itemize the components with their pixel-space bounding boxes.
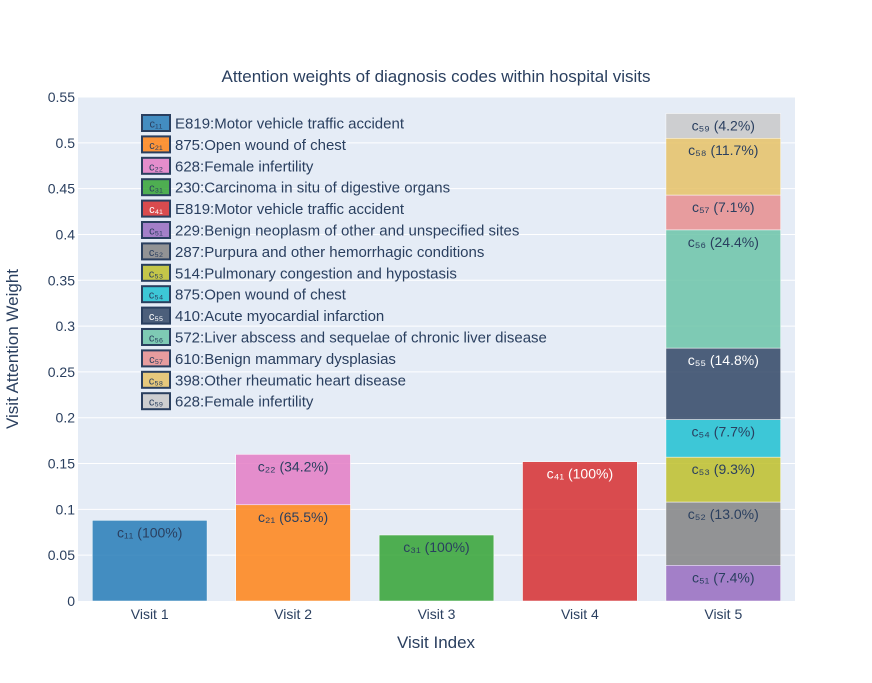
legend-label-c58: 398:Other rheumatic heart disease	[175, 372, 406, 389]
bar-segment-c54[interactable]	[665, 419, 781, 458]
y-tick-label: 0.1	[56, 501, 76, 517]
bar-label-c11: c₁₁ (100%)	[117, 524, 182, 540]
bar-label-c52: c₅₂ (13.0%)	[688, 506, 759, 522]
legend-swatch-c55	[141, 306, 171, 325]
legend-swatch-c22	[141, 156, 171, 175]
legend-code-c57: c₅₇	[149, 354, 163, 366]
y-tick-label: 0	[67, 593, 75, 609]
legend-code-c55: c₅₅	[149, 311, 163, 323]
legend-label-c54: 875:Open wound of chest	[175, 287, 347, 304]
legend-swatch-c57	[141, 349, 171, 368]
legend-code-c53: c₅₃	[149, 268, 163, 280]
bar-segment-c56[interactable]	[665, 229, 781, 349]
legend-swatch-c58	[141, 370, 171, 389]
bar-label-c51: c₅₁ (7.4%)	[692, 569, 755, 585]
x-tick-label: Visit 3	[418, 606, 456, 622]
bar-segment-c55[interactable]	[665, 347, 781, 420]
legend-label-c56: 572:Liver abscess and sequelae of chroni…	[175, 330, 547, 347]
legend-code-c56: c₅₆	[149, 333, 163, 345]
y-tick-label: 0.2	[56, 410, 76, 426]
bar-label-c54: c₅₄ (7.7%)	[692, 424, 755, 440]
legend-swatch-c51	[141, 221, 171, 239]
bar-segment-c51[interactable]	[665, 565, 781, 602]
y-axis-title: Visit Attention Weight	[3, 269, 22, 429]
y-tick-label: 0.25	[48, 364, 75, 380]
bar-segment-c57[interactable]	[665, 194, 781, 231]
bars	[92, 113, 781, 602]
legend-code-c21: c₂₁	[149, 140, 163, 152]
legend: c₁₁ E819:Motor vehicle traffic accident c₂…	[141, 114, 547, 411]
legend-swatch-c11	[141, 114, 171, 132]
bar-label-c31: c₃₁ (100%)	[403, 539, 469, 555]
legend-label-c51: 229:Benign neoplasm of other and unspeci…	[175, 223, 519, 240]
bar-segment-c22[interactable]	[235, 454, 351, 506]
bar-label-c55: c₅₅ (14.8%)	[688, 352, 759, 368]
legend-label-c59: 628:Female infertility	[175, 394, 314, 411]
bar-segment-c53[interactable]	[665, 456, 781, 503]
legend-code-c52: c₅₂	[149, 247, 163, 259]
bar-label-c59: c₅₉ (4.2%)	[692, 117, 755, 133]
x-tick-label: Visit 4	[561, 606, 599, 622]
legend-code-c31: c₃₁	[149, 183, 163, 195]
legend-code-c54: c₅₄	[149, 290, 164, 302]
legend-code-c58: c₅₈	[149, 375, 164, 387]
y-tick-label: 0.55	[48, 89, 75, 105]
legend-swatch-c41	[141, 199, 171, 218]
bar-segment-c41[interactable]	[522, 461, 638, 602]
legend-label-c52: 287:Purpura and other hemorrhagic condit…	[175, 244, 484, 261]
legend-label-c53: 514:Pulmonary congestion and hypostasis	[175, 265, 457, 282]
legend-label-c55: 410:Acute myocardial infarction	[175, 308, 384, 325]
y-tick-label: 0.5	[56, 135, 76, 151]
legend-label-c11: E819:Motor vehicle traffic accident	[175, 116, 405, 133]
legend-code-c11: c₁₁	[150, 119, 163, 131]
y-tick-label: 0.3	[56, 318, 76, 334]
legend-code-c22: c₂₂	[149, 161, 163, 173]
bar-segment-c21[interactable]	[235, 504, 351, 602]
legend-swatch-c59	[141, 392, 171, 411]
bar-label-c41: c₄₁ (100%)	[547, 466, 613, 482]
bar-label-c22: c₂₂ (34.2%)	[258, 458, 329, 474]
legend-swatch-c54	[141, 285, 171, 304]
legend-code-c59: c₅₉	[149, 397, 163, 409]
x-axis: Visit 1 Visit 2 Visit 3 Visit 4 Visit 5	[131, 606, 743, 622]
bar-label-c56: c₅₆ (24.4%)	[688, 234, 759, 250]
bar-label-c57: c₅₇ (7.1%)	[692, 199, 755, 215]
x-tick-label: Visit 5	[704, 606, 742, 622]
legend-swatch-c31	[141, 178, 171, 197]
chart-title: Attention weights of diagnosis codes wit…	[221, 67, 650, 86]
legend-label-c21: 875:Open wound of chest	[175, 137, 347, 154]
legend-swatch-c53	[141, 263, 171, 282]
y-tick-label: 0.45	[48, 181, 75, 197]
legend-swatch-c52	[141, 242, 171, 261]
legend-swatch-c21	[141, 135, 171, 154]
bar-label-c53: c₅₃ (9.3%)	[692, 461, 755, 477]
legend-label-c41: E819:Motor vehicle traffic accident	[175, 201, 405, 218]
bar-label-c21: c₂₁ (65.5%)	[258, 509, 328, 525]
legend-code-c41: c₄₁	[149, 204, 163, 216]
x-tick-label: Visit 2	[274, 606, 312, 622]
y-tick-label: 0.35	[48, 272, 75, 288]
x-tick-label: Visit 1	[131, 606, 169, 622]
bar-segment-c58[interactable]	[665, 137, 781, 196]
x-axis-title: Visit Index	[397, 633, 476, 652]
y-tick-label: 0.05	[48, 547, 75, 563]
y-tick-label: 0.4	[56, 226, 76, 242]
bar-label-c58: c₅₈ (11.7%)	[688, 142, 758, 158]
y-tick-label: 0.15	[48, 456, 75, 472]
bar-segment-c31[interactable]	[378, 534, 495, 602]
legend-swatch-c56	[141, 328, 171, 346]
legend-label-c22: 628:Female infertility	[175, 158, 314, 175]
legend-label-c57: 610:Benign mammary dysplasias	[175, 351, 396, 368]
bar-labels: c₁₁ (100%) c₂₁ (65.5%) c₂₂ (34.2%) c₃₁ (100…	[117, 117, 759, 585]
legend-label-c31: 230:Carcinoma in situ of digestive organ…	[175, 180, 450, 197]
bar-segment-c59[interactable]	[665, 113, 781, 139]
legend-code-c51: c₅₁	[149, 226, 163, 238]
bar-segment-c11[interactable]	[92, 520, 208, 602]
y-axis: 0 0.05 0.1 0.15 0.2 0.25 0.3 0.35 0.4 0.45 0.5 0.55	[48, 89, 75, 609]
